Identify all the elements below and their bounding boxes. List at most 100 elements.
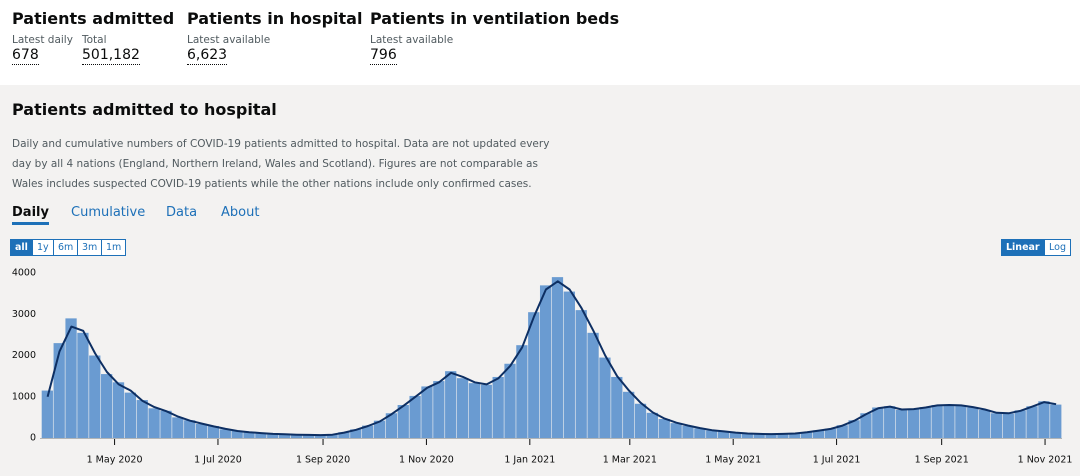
metric-title: Patients in hospital [187,9,363,28]
metric-value[interactable]: 6,623 [187,47,228,65]
bar [338,432,350,438]
bar [729,432,742,438]
tab[interactable]: About [221,205,260,220]
bar [112,382,125,438]
bar [990,413,1003,438]
bar [480,384,492,438]
bar [563,291,575,438]
bar [267,434,279,438]
bar [658,419,670,438]
bar [575,310,587,438]
bar [302,434,314,438]
bar [599,357,611,438]
bar [373,420,386,438]
bar [350,429,362,438]
range-button[interactable]: 6m [53,239,79,256]
bar [907,408,920,438]
x-tick-label: 1 Nov 2021 [1018,455,1073,466]
bar [89,355,101,438]
bar [243,432,255,438]
bar [611,376,623,438]
x-tick-label: 1 Nov 2020 [399,455,454,466]
bar [41,390,53,438]
x-tick-label: 1 Mar 2021 [603,455,657,466]
bar [978,409,991,438]
bar [943,404,955,438]
range-button[interactable]: 3m [77,239,103,256]
bar [789,433,801,438]
metric-value[interactable]: 501,182 [82,47,140,65]
y-tick-label: 4000 [12,268,36,279]
bar [65,318,77,438]
bar [1002,413,1014,438]
bar [706,430,718,438]
bar [456,378,469,438]
range-button[interactable]: 1y [32,239,54,256]
metric-title: Patients in ventilation beds [370,9,620,28]
y-tick-label: 1000 [12,391,36,402]
bar [777,433,789,438]
bar [1014,410,1026,438]
bar [884,406,896,438]
bar [385,413,398,438]
y-tick-label: 0 [30,433,36,444]
bar [160,410,172,438]
bar [646,412,659,438]
bar [314,435,326,438]
y-tick-label: 3000 [12,309,36,320]
bar [717,431,730,438]
bar [516,345,528,438]
bar [445,371,457,438]
x-tick-label: 1 Sep 2020 [296,455,350,466]
bar [397,405,409,438]
range-button[interactable]: 1m [101,239,127,256]
bar [362,425,374,438]
tab[interactable]: Data [166,205,198,220]
bar [1050,404,1062,438]
bar [290,434,303,438]
tab[interactable]: Cumulative [71,205,146,220]
scale-button[interactable]: Linear [1001,239,1045,256]
tab[interactable]: Daily [12,205,49,225]
y-tick-label: 2000 [12,350,36,361]
bar [409,395,421,438]
bar [765,434,777,438]
bar [492,376,504,438]
bar [551,277,564,438]
bar [753,433,765,438]
metric-title: Patients admitted [12,9,175,28]
bar [433,381,445,438]
bar [919,407,931,438]
bar [967,407,979,438]
bar [421,386,433,438]
x-tick-label: 1 Sep 2021 [915,455,969,466]
bar [812,430,825,438]
bar [148,408,160,438]
bar [931,405,943,438]
bar [219,429,231,438]
bar [800,432,813,438]
description: Daily and cumulative numbers of COVID-19… [12,138,550,190]
range-button[interactable]: all [10,239,33,256]
bar [634,403,647,438]
card-title: Patients admitted to hospital [12,100,277,119]
bar [694,428,706,438]
bar [77,332,89,438]
bar [848,420,860,438]
bar [670,423,682,438]
metric-value[interactable]: 678 [12,47,39,65]
bar [326,434,338,438]
bar [101,374,113,438]
bar [1038,401,1050,438]
x-tick-label: 1 Jul 2021 [813,455,861,466]
metric-value[interactable]: 796 [370,47,397,65]
scale-button[interactable]: Log [1044,239,1071,256]
bar [136,400,148,438]
bar [895,409,908,438]
x-tick-label: 1 May 2020 [87,455,143,466]
bar [468,383,481,438]
bar [539,285,552,438]
metric-label: Total [82,34,107,46]
